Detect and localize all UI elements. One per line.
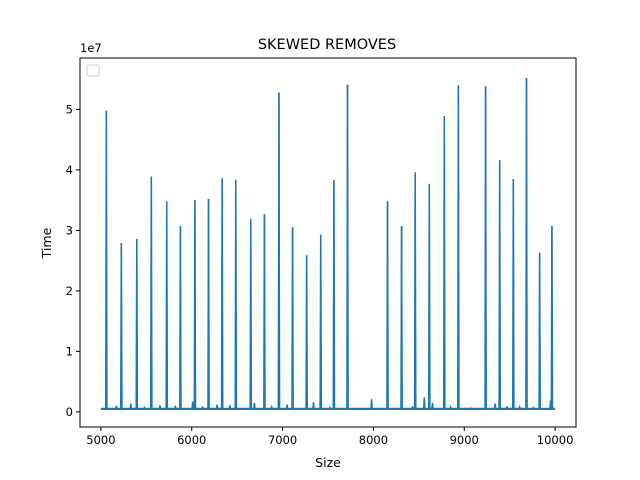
y-tick-label: 5 (66, 102, 73, 116)
y-tick-label: 4 (66, 163, 73, 177)
y-tick-label: 2 (66, 284, 73, 298)
x-tick-label: 7000 (268, 433, 297, 447)
x-tick-label: 8000 (359, 433, 388, 447)
x-axis-ticks: 5000 6000 7000 8000 9000 10000 (86, 427, 573, 447)
legend-box (86, 64, 100, 77)
x-tick-label: 10000 (537, 433, 574, 447)
plot-area (100, 77, 556, 410)
plot-frame (79, 57, 577, 428)
x-tick-label: 9000 (450, 433, 479, 447)
y-axis-ticks: 0 1 2 3 4 5 (66, 102, 80, 419)
x-tick-label: 6000 (177, 433, 206, 447)
x-axis-label: Size (315, 455, 341, 470)
x-tick-label: 5000 (86, 433, 115, 447)
y-multiplier-label: 1e7 (80, 41, 102, 55)
y-tick-label: 1 (66, 344, 73, 358)
y-tick-label: 0 (66, 405, 73, 419)
chart-title: SKEWED REMOVES (258, 37, 396, 53)
y-tick-label: 3 (66, 223, 73, 237)
y-axis-label: Time (39, 227, 54, 259)
